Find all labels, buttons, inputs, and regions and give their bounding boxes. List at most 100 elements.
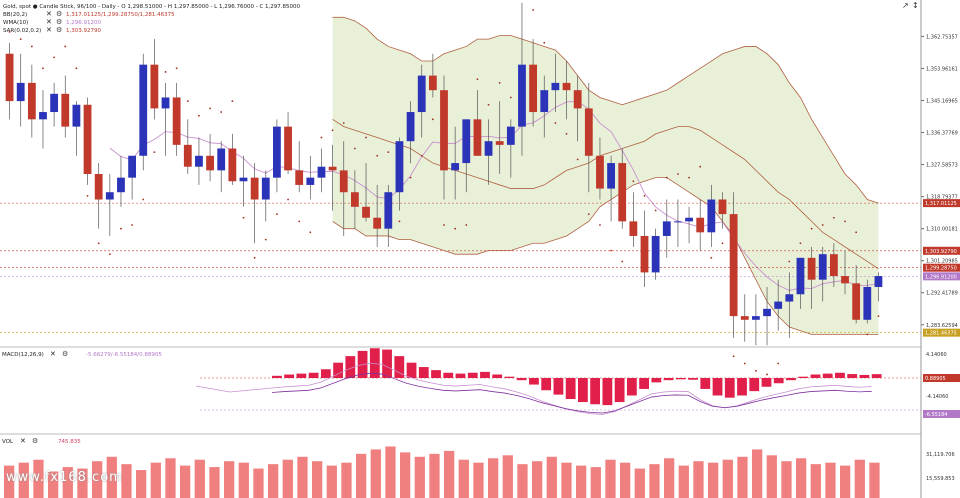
candle-body (807, 257, 816, 280)
close-icon[interactable]: ✕ (46, 18, 52, 26)
volume-bar (502, 455, 513, 498)
price-tag-label: 1,296.91200 (925, 274, 957, 280)
sar-dot (331, 129, 334, 132)
macd-histogram-bar (663, 378, 674, 381)
candle-body (16, 82, 25, 102)
axis-tick-label: 1,318.79377 (926, 195, 958, 201)
sar-dot (175, 67, 178, 70)
candle-body (61, 93, 70, 127)
sar-dot (565, 133, 568, 135)
close-icon[interactable]: ✕ (46, 10, 52, 18)
volume-bar (18, 462, 29, 498)
macd-histogram-bar (529, 378, 539, 385)
close-icon[interactable]: ✕ (50, 350, 56, 358)
candle-body (584, 108, 593, 156)
macd-histogram-bar (369, 348, 380, 378)
candle-body (105, 192, 114, 200)
close-icon[interactable]: ✕ (46, 26, 52, 34)
volume-bar (400, 452, 411, 498)
volume-bar (150, 462, 161, 498)
volume-bar (825, 462, 836, 498)
candle-body (863, 286, 872, 320)
candle-body (117, 177, 125, 193)
macd-histogram-bar (847, 374, 858, 378)
volume-bar (253, 468, 264, 498)
axis-tick-label: 1,353.96161 (926, 66, 958, 72)
sar-dot (298, 220, 301, 223)
gear-icon[interactable]: ⚙ (32, 437, 38, 445)
axis-tick-label: 1,362.75357 (926, 34, 958, 40)
wma-label: WMA(10) (3, 20, 28, 26)
volume-bar (458, 459, 469, 498)
price-tag-label: 1,281.46375 (925, 331, 957, 337)
volume-bar (238, 462, 249, 498)
sar-dot (454, 227, 457, 230)
candle-body (128, 155, 136, 178)
sar-dot (164, 71, 167, 73)
gear-icon[interactable]: ⚙ (56, 26, 62, 34)
candle-body (785, 294, 794, 302)
candle-body (328, 166, 337, 171)
macd-histogram-bar (480, 371, 490, 378)
macd-histogram-bar (320, 369, 331, 378)
vol-axis-label: 15,559.853 (926, 476, 955, 482)
axis-tick-label: 1,301.20985 (926, 259, 958, 265)
sar-dot (398, 220, 401, 223)
candle-body (484, 141, 493, 156)
macd-histogram-bar (541, 378, 552, 391)
sar-dot (409, 176, 412, 179)
candle-body (495, 141, 504, 145)
sar-dot (276, 213, 278, 215)
volume-bar (796, 458, 807, 498)
sar-dot (721, 242, 724, 245)
candle-body (640, 235, 649, 273)
macd-line (195, 362, 872, 415)
gear-icon[interactable]: ⚙ (56, 18, 62, 26)
collapse-icon[interactable]: ↕ (912, 1, 919, 10)
volume-bar (224, 461, 235, 498)
sar-dot (198, 114, 200, 117)
macd-histogram-bar (737, 378, 747, 396)
candle-body (417, 75, 426, 113)
volume-bar (414, 456, 425, 498)
volume-bar (546, 456, 557, 498)
wma-line (109, 100, 879, 291)
gear-icon[interactable]: ⚙ (62, 350, 68, 358)
macd-price-tag-label: -6.55184 (925, 412, 947, 418)
candle-body (518, 64, 526, 127)
sar-dot (677, 173, 679, 175)
macd-histogram-bar (761, 378, 772, 387)
macd-axis-label: -4.14060 (926, 394, 948, 400)
volume-bar (532, 461, 543, 498)
sar-dot (108, 253, 111, 256)
sar-dot (30, 45, 33, 48)
sar-dot (387, 151, 390, 154)
candle-body (740, 316, 749, 320)
candle-body (228, 148, 237, 182)
candle-body (195, 155, 203, 167)
bb-label: BB(20,2) (3, 12, 27, 18)
candle-body (362, 206, 370, 218)
volume-bar (664, 458, 675, 498)
indicator-legend: BB(20,2) 1,317.01125/1,299.28750/1,281.4… (3, 10, 175, 34)
sar-dot (599, 224, 601, 226)
candle-body (774, 301, 783, 309)
close-icon[interactable]: ✕ (20, 437, 26, 445)
candle-body (451, 163, 460, 171)
candle-body (618, 163, 627, 222)
vol-value: 745.835 (58, 439, 81, 445)
gear-icon[interactable]: ⚙ (56, 10, 62, 18)
expand-icon[interactable]: ↗ (902, 1, 909, 10)
volume-bar (180, 465, 191, 498)
macd-histogram-bar (345, 356, 356, 378)
sar-dot (777, 362, 780, 365)
sar-dot (242, 216, 245, 219)
sar-dot (131, 224, 134, 226)
candle-body (183, 144, 192, 167)
candle-body (94, 174, 103, 200)
sar-dot (509, 96, 512, 99)
macd-axis-label: 4.14060 (926, 352, 947, 358)
macd-histogram-bar (639, 378, 649, 389)
sar-dot (743, 362, 746, 365)
